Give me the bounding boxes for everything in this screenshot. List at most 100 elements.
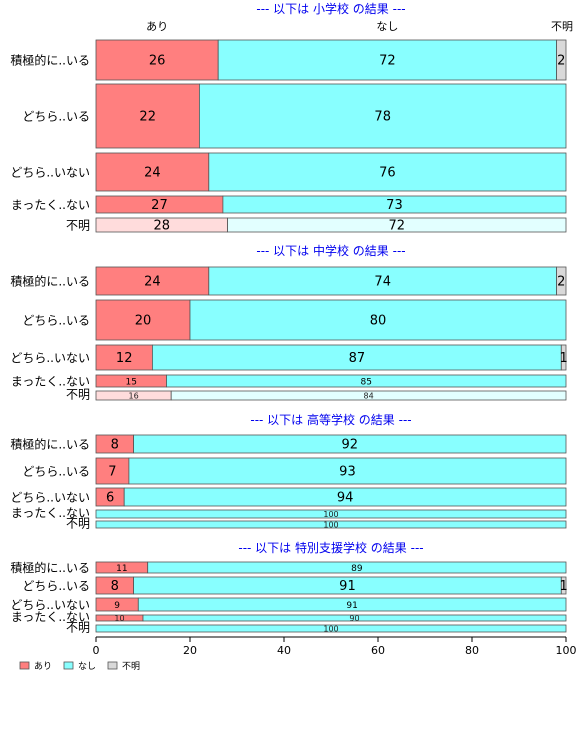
bar-segment: [208, 152, 567, 192]
row-label: 不明: [66, 517, 90, 531]
data-label: 100: [323, 510, 338, 519]
x-tick-label: 100: [556, 644, 577, 657]
row-label: まったく..ない: [11, 198, 90, 212]
data-label: 12: [116, 351, 133, 366]
bar-segment: [142, 614, 567, 622]
legend-label: 不明: [122, 661, 140, 672]
data-label: 20: [135, 314, 152, 329]
data-label: 26: [149, 54, 166, 69]
bar-segment: [166, 374, 567, 388]
x-tick-label: 80: [465, 644, 479, 657]
x-tick-label: 20: [183, 644, 197, 657]
bar-segment: [95, 299, 191, 341]
bar-segment: [133, 434, 567, 454]
x-tick-label: 40: [277, 644, 291, 657]
row-label: まったく..ない: [11, 506, 90, 520]
row-label: まったく..ない: [11, 374, 90, 388]
data-label: 24: [144, 275, 161, 290]
data-label: 1: [560, 351, 568, 366]
bar-segment: [95, 520, 567, 529]
bar-segment: [222, 195, 567, 214]
row-label: どちら..いる: [22, 464, 90, 478]
data-label: 2: [557, 275, 565, 290]
bar-segment: [556, 266, 567, 296]
bar-segment: [137, 597, 567, 612]
data-label: 10: [114, 614, 124, 623]
legend-label: あり: [34, 661, 52, 672]
data-label: 74: [374, 275, 391, 290]
bar-segment: [151, 344, 562, 371]
bar-segment: [128, 457, 567, 485]
row-label: 不明: [66, 388, 90, 402]
data-label: 28: [154, 219, 171, 234]
panel-title: --- 以下は 小学校 の結果 ---: [256, 1, 405, 16]
row-label: どちら..いる: [22, 109, 90, 123]
data-label: 27: [151, 198, 168, 213]
row-label: どちら..いない: [10, 490, 90, 504]
row-label: どちら..いない: [10, 165, 90, 179]
data-label: 8: [111, 579, 119, 594]
data-label: 73: [386, 198, 403, 213]
data-label: 6: [106, 491, 114, 506]
column-header: なし: [376, 20, 398, 33]
data-label: 94: [337, 491, 354, 506]
data-label: 100: [323, 520, 338, 529]
row-label: どちら..いない: [10, 598, 90, 612]
row-label: どちら..いない: [10, 351, 90, 365]
panel-title: --- 以下は 特別支援学校 の結果 ---: [238, 540, 423, 555]
legend-swatch: [107, 661, 118, 670]
row-label: どちら..いる: [22, 313, 90, 327]
row-label: 積極的に..いる: [10, 436, 90, 451]
bar-segment: [95, 624, 567, 633]
data-label: 93: [339, 465, 356, 480]
row-label: まったく..ない: [11, 610, 90, 624]
row-label: 積極的に..いる: [10, 273, 90, 288]
bar-segment: [123, 487, 567, 507]
data-label: 72: [379, 54, 396, 69]
bar-segment: [147, 561, 567, 574]
data-label: 91: [339, 579, 356, 594]
bar-segment: [95, 344, 153, 371]
data-label: 90: [349, 614, 359, 623]
data-label: 72: [389, 219, 406, 234]
bar-segment: [95, 39, 219, 81]
column-header: 不明: [551, 20, 573, 33]
data-label: 11: [116, 564, 127, 574]
data-label: 15: [126, 378, 137, 388]
bar-segment: [560, 576, 567, 595]
data-label: 24: [144, 166, 161, 181]
data-label: 84: [364, 391, 374, 400]
data-label: 1: [560, 579, 568, 594]
data-label: 8: [111, 438, 119, 453]
row-label: 不明: [66, 218, 90, 232]
bar-segment: [560, 344, 567, 371]
bar-segment: [95, 266, 210, 296]
row-label: どちら..いる: [22, 579, 90, 593]
data-label: 16: [129, 391, 139, 400]
panel-title: --- 以下は 中学校 の結果 ---: [256, 243, 405, 258]
data-label: 9: [114, 601, 120, 611]
x-tick-label: 60: [371, 644, 385, 657]
bar-segment: [217, 39, 557, 81]
bar-segment: [556, 39, 567, 81]
data-label: 80: [370, 314, 387, 329]
bar-segment: [170, 390, 567, 401]
row-label: 積極的に..いる: [10, 560, 90, 575]
bar-segment: [95, 152, 210, 192]
data-label: 2: [557, 54, 565, 69]
data-label: 89: [351, 564, 363, 574]
legend-swatch: [63, 661, 74, 670]
column-header: あり: [146, 20, 168, 33]
data-label: 22: [139, 110, 156, 125]
data-label: 91: [346, 601, 357, 611]
data-label: 78: [374, 110, 391, 125]
bar-segment: [189, 299, 567, 341]
row-label: 積極的に..いる: [10, 52, 90, 67]
data-label: 76: [379, 166, 396, 181]
bar-segment: [227, 217, 567, 233]
data-label: 100: [323, 624, 338, 633]
panel-title: --- 以下は 高等学校 の結果 ---: [250, 412, 411, 427]
legend-label: なし: [78, 661, 96, 672]
data-label: 7: [108, 465, 116, 480]
